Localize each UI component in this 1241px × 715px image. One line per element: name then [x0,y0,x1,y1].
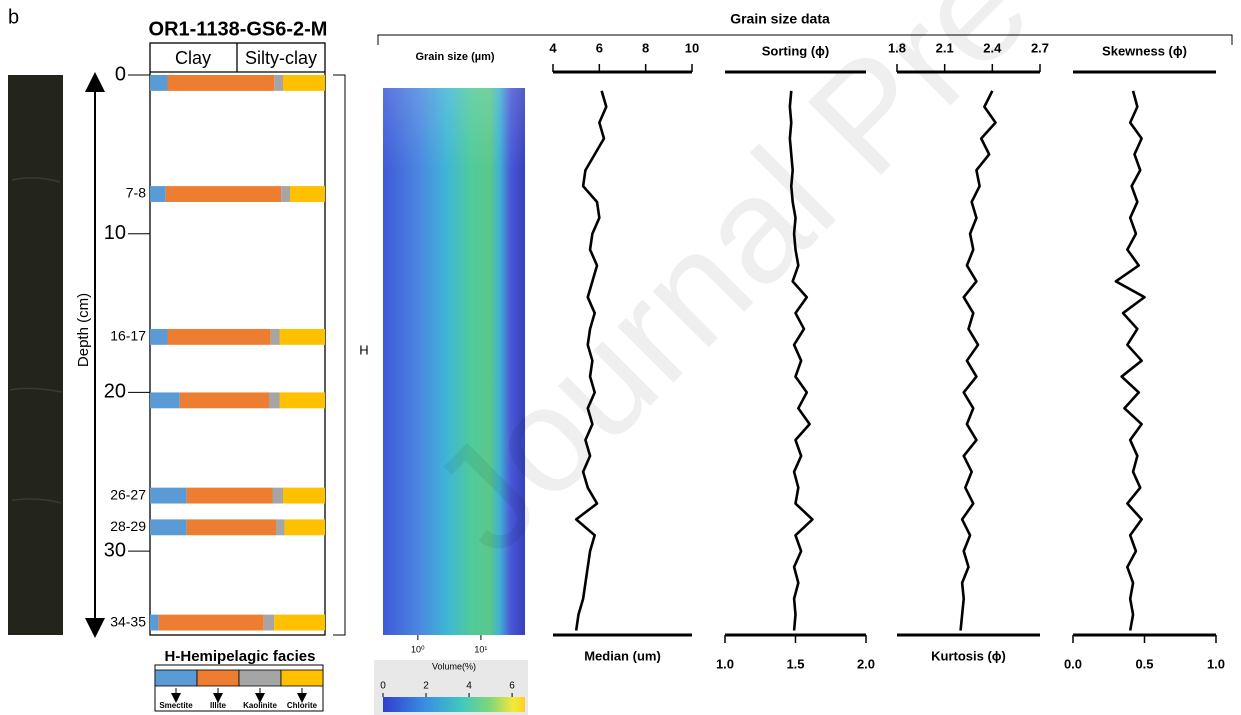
legend-title: H-Hemipelagic facies [165,648,316,665]
core-title: OR1-1138-GS6-2-M [149,18,328,40]
clay-segment [270,328,280,345]
depth-label: Depth (cm) [75,293,92,367]
panel-label: b [8,6,19,28]
x-tick-label: 1.8 [888,40,906,55]
panel-name: Median (um) [584,648,661,663]
clay-segment [186,519,276,536]
clay-segment [276,519,285,536]
depth-tick-label: 20 [104,381,126,403]
panel-name: Skewness (ϕ) [1102,43,1187,58]
legend-label: Illite [210,701,227,710]
legend-label: Kaolinite [243,701,277,710]
x-tick-label: 0.5 [1135,656,1153,671]
clay-segment [150,614,159,631]
clay-segment [263,614,275,631]
facies-bracket [333,74,346,636]
panel-name: Sorting (ϕ) [762,43,830,58]
clay-segment [150,186,166,202]
clay-segment [165,186,282,202]
clay-segment [284,519,325,536]
legend-label: Chlorite [287,701,318,710]
depth-tick-label: 0 [115,63,126,85]
x-tick-label: 10 [685,40,699,55]
core-texture [9,177,63,504]
profiles-title: Grain size data [730,11,830,27]
profiles-bracket [377,34,1233,45]
watermark: Journal Pre-proof [399,0,1241,584]
x-tick-label: 8 [642,40,649,55]
legend-swatch [196,669,240,687]
core-photo [8,75,63,635]
clay-segment [150,519,187,536]
facies-mark: H [359,342,368,357]
clay-segment [150,392,180,409]
column-header: Clay [175,48,211,68]
x-tick-label: 1.0 [716,656,734,671]
x-tick-label: 0.0 [1064,656,1082,671]
sample-label: 26-27 [110,486,146,502]
clay-segment [272,487,283,504]
x-tick-label: 2.0 [857,656,875,671]
heatmap-tick-label: 10¹ [474,644,487,654]
profile-line [788,90,814,631]
clay-segment [279,392,325,409]
colorbar-tick-label: 4 [466,681,472,692]
clay-segment [269,392,280,409]
sample-label: 34-35 [110,613,146,629]
x-tick-label: 1.0 [1207,656,1225,671]
clay-segment [179,392,269,409]
clay-segment [281,186,290,202]
clay-segment [150,487,187,504]
sample-label: 16-17 [110,328,146,344]
profile-line [574,90,608,631]
legend-box [154,664,324,712]
x-tick-label: 4 [549,40,557,55]
profile-line [1114,90,1146,631]
legend-swatch [280,669,324,687]
clay-segment [150,75,168,91]
heatmap-shade [383,88,525,635]
profile-line [959,90,997,631]
legend-label: Smectite [159,701,193,710]
x-tick-label: 1.5 [786,656,804,671]
panel-name: Kurtosis (ϕ) [931,648,1006,663]
sample-label: 7-8 [126,185,146,201]
colorbar-label: Volume(%) [432,661,476,671]
clay-segment [158,614,264,631]
x-tick-label: 2.4 [983,40,1002,55]
x-tick-label: 2.1 [936,40,954,55]
heatmap-tick-label: 10⁰ [411,644,425,654]
legend-swatch [238,669,282,687]
clay-segment [279,328,325,345]
clay-segment [283,487,325,504]
clay-segment [283,75,325,91]
clay-segment [186,487,273,504]
clay-segment [167,328,271,345]
clay-segment [150,328,168,345]
sample-label: 28-29 [110,518,146,534]
clay-segment [274,75,283,91]
column-header: Silty-clay [245,48,317,68]
colorbar [383,697,525,712]
depth-tick-label: 30 [104,539,126,561]
legend-swatch [154,669,198,687]
heatmap-title: Grain size (µm) [415,51,494,63]
clay-segment [167,75,275,91]
clay-segment [274,614,325,631]
colorbar-tick-label: 0 [380,681,386,692]
colorbar-tick-label: 6 [509,681,515,692]
colorbar-tick-label: 2 [423,681,429,692]
x-tick-label: 2.7 [1031,40,1049,55]
x-tick-label: 6 [596,40,603,55]
clay-segment [290,186,325,202]
depth-tick-label: 10 [104,222,126,244]
